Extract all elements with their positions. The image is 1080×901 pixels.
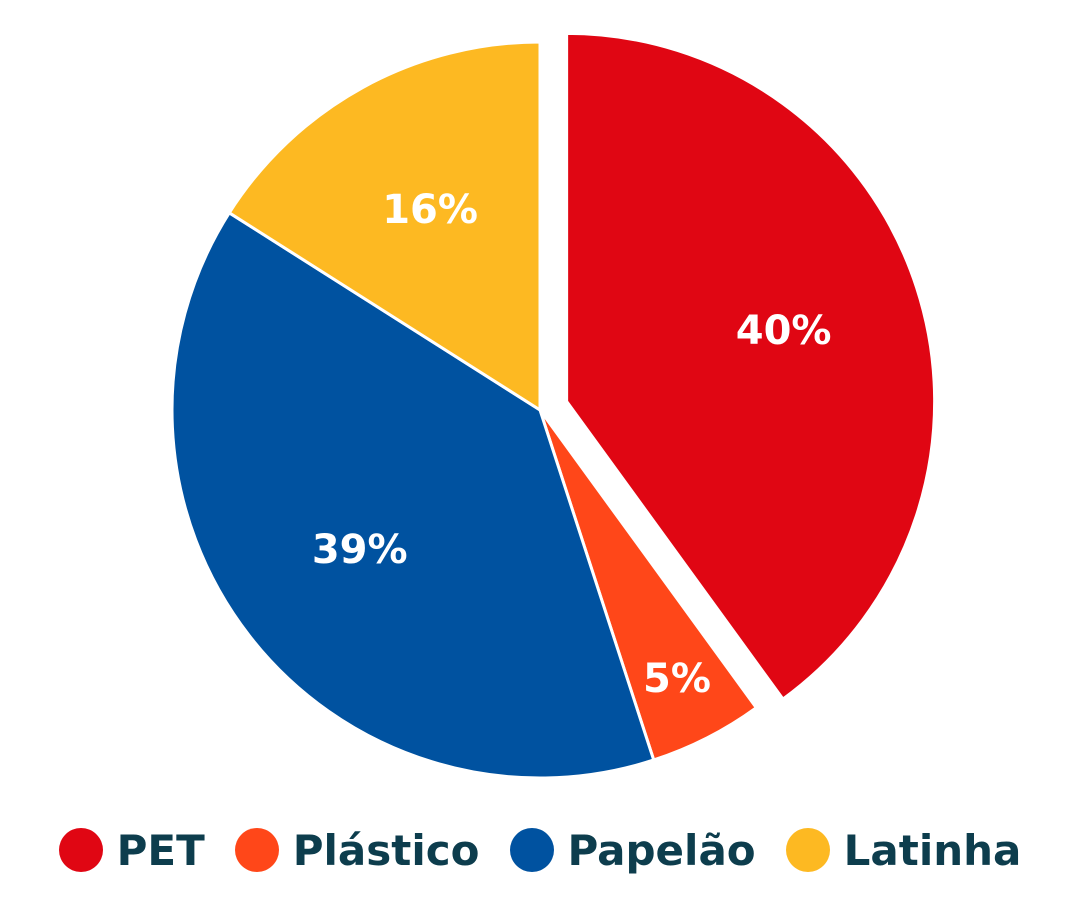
legend-item-plastico: Plástico	[234, 825, 480, 875]
pie-slice-latinha	[227, 40, 542, 412]
slice-label-pet: 40%	[736, 308, 832, 354]
legend-swatch-papelao	[509, 828, 554, 872]
legend-label-latinha: Latinha	[843, 825, 1022, 875]
legend-label-papelao: Papelão	[567, 825, 756, 875]
legend: PET Plástico Papelão Latinha	[0, 810, 1080, 890]
slice-label-papelao: 39%	[312, 527, 408, 573]
legend-item-pet: PET	[58, 825, 205, 875]
legend-swatch-plastico	[234, 828, 279, 872]
legend-label-plastico: Plástico	[292, 825, 480, 875]
pie-slice-pet	[565, 31, 937, 701]
legend-swatch-pet	[58, 828, 103, 872]
legend-item-latinha: Latinha	[785, 825, 1022, 875]
legend-item-papelao: Papelão	[509, 825, 756, 875]
pie-slice-papelao	[170, 211, 656, 780]
legend-label-pet: PET	[116, 825, 205, 875]
slice-label-latinha: 16%	[382, 187, 478, 233]
slice-label-plastico: 5%	[643, 656, 711, 702]
legend-swatch-latinha	[785, 828, 830, 872]
